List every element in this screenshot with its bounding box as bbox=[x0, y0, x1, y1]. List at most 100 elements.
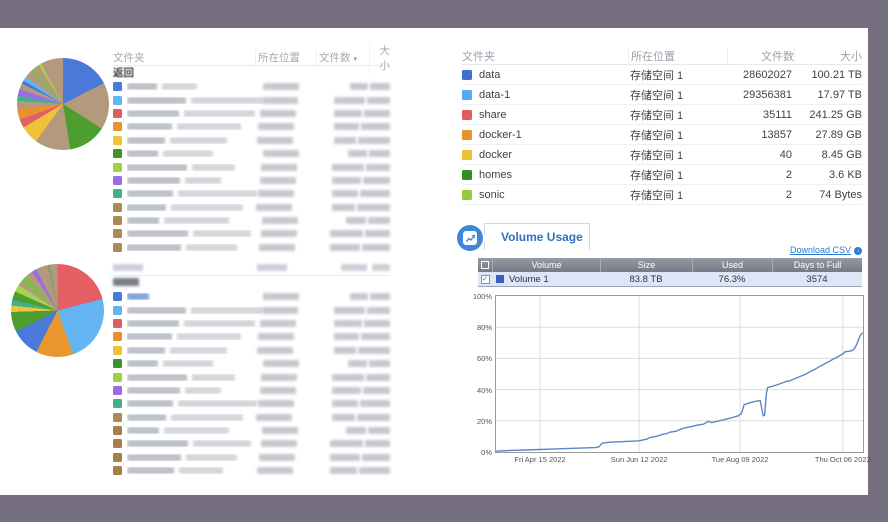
redacted-value bbox=[261, 373, 298, 381]
redacted-value bbox=[331, 176, 361, 184]
redacted-value bbox=[256, 346, 293, 354]
folder-location: 存储空间 1 bbox=[630, 149, 684, 162]
header-location[interactable]: 所在位置 bbox=[628, 48, 727, 64]
folder-color-swatch bbox=[113, 162, 122, 172]
folder-row[interactable]: homes 存储空间 1 2 3.6 KB bbox=[462, 165, 862, 185]
redacted-value bbox=[257, 400, 294, 408]
redacted-folder-row[interactable] bbox=[113, 174, 390, 187]
redacted-folder-row[interactable] bbox=[113, 357, 390, 370]
redacted-text bbox=[164, 217, 229, 225]
header-filecount[interactable]: 文件数 ▾ bbox=[316, 50, 369, 65]
folder-row[interactable]: docker-1 存储空间 1 13857 27.89 GB bbox=[462, 125, 862, 145]
volume-usage-chart: 0% 20% 40% 60% 80% 100% Fri Apr 15 2022 Sun Jun… bbox=[473, 292, 871, 464]
header-location[interactable]: 所在位置 bbox=[255, 50, 316, 65]
x-axis-tick: Thu Oct 06 2022 bbox=[814, 455, 871, 464]
redacted-folder-row[interactable] bbox=[113, 147, 390, 160]
redacted-value bbox=[369, 360, 390, 368]
redacted-text bbox=[191, 96, 262, 104]
folder-row[interactable]: data 存储空间 1 28602027 100.21 TB bbox=[462, 65, 862, 85]
redacted-value bbox=[334, 123, 360, 131]
redacted-value bbox=[257, 190, 294, 198]
redacted-rows-bottom bbox=[113, 290, 391, 477]
folder-table-header: 文件夹 所在位置 文件数 大小 bbox=[462, 48, 862, 65]
redacted-header-text bbox=[341, 263, 367, 271]
redacted-folder-row[interactable] bbox=[113, 107, 390, 120]
redacted-folder-row[interactable] bbox=[113, 120, 391, 133]
redacted-folder-row[interactable] bbox=[113, 451, 390, 464]
redacted-value bbox=[346, 217, 366, 225]
volume-row[interactable]: ✓ Volume 1 83.8 TB 76.3% 3574 bbox=[478, 272, 862, 287]
redacted-folder-row[interactable] bbox=[113, 464, 390, 477]
redacted-folder-row[interactable] bbox=[113, 303, 390, 316]
redacted-text bbox=[127, 333, 172, 341]
redacted-value bbox=[348, 150, 367, 158]
redacted-folder-row[interactable] bbox=[113, 160, 390, 173]
redacted-bold-text bbox=[113, 278, 139, 286]
folder-color-swatch bbox=[113, 189, 122, 199]
header-volume[interactable]: Volume bbox=[492, 258, 600, 272]
redacted-value bbox=[334, 96, 365, 104]
folder-row[interactable]: data-1 存储空间 1 29356381 17.97 TB bbox=[462, 85, 862, 105]
redacted-value bbox=[259, 386, 296, 394]
header-used[interactable]: Used bbox=[692, 258, 772, 272]
folder-location: 存储空间 1 bbox=[630, 89, 684, 102]
sort-arrow-icon: ▾ bbox=[353, 56, 358, 63]
redacted-value bbox=[360, 190, 391, 198]
volume-color-swatch bbox=[496, 275, 504, 283]
redacted-value bbox=[334, 346, 356, 354]
redacted-folder-row[interactable] bbox=[113, 437, 390, 450]
header-size[interactable]: 大小 bbox=[369, 42, 390, 73]
folder-filecount: 29356381 bbox=[743, 88, 792, 101]
redacted-folder-row[interactable] bbox=[113, 227, 390, 240]
download-icon[interactable]: ↓ bbox=[854, 246, 862, 255]
folder-color-swatch bbox=[113, 305, 122, 315]
redacted-folder-row[interactable] bbox=[113, 214, 390, 227]
volume-table: Volume Size Used Days to Full ✓ Volume 1… bbox=[478, 258, 862, 287]
header-size[interactable]: 大小 bbox=[794, 48, 862, 64]
redacted-folder-row[interactable] bbox=[113, 290, 390, 303]
redacted-value bbox=[360, 400, 391, 408]
redacted-folder-row[interactable] bbox=[113, 187, 391, 200]
download-csv-link[interactable]: Download CSV bbox=[789, 245, 851, 255]
header-folder[interactable]: 文件夹 bbox=[462, 51, 495, 63]
redacted-folder-row[interactable] bbox=[113, 201, 390, 214]
folder-row[interactable]: share 存储空间 1 35111 241.25 GB bbox=[462, 105, 862, 125]
redacted-folder-row[interactable] bbox=[113, 424, 390, 437]
folder-color-swatch bbox=[113, 242, 122, 252]
folder-row[interactable]: docker 存储空间 1 40 8.45 GB bbox=[462, 145, 862, 165]
volume-checkbox[interactable]: ✓ bbox=[480, 274, 490, 284]
redacted-folder-row[interactable] bbox=[113, 317, 390, 330]
redacted-text bbox=[127, 440, 188, 448]
redacted-text bbox=[163, 360, 213, 368]
redacted-value bbox=[258, 453, 295, 461]
redacted-value bbox=[359, 467, 390, 475]
redacted-header-text bbox=[372, 264, 390, 271]
redacted-folder-row[interactable] bbox=[113, 370, 390, 383]
redacted-folder-row[interactable] bbox=[113, 80, 390, 93]
redacted-value bbox=[261, 306, 298, 314]
folder-name: data-1 bbox=[479, 88, 511, 101]
redacted-value bbox=[334, 319, 362, 327]
header-size[interactable]: Size bbox=[600, 258, 692, 272]
redacted-folder-row[interactable] bbox=[113, 134, 390, 147]
redacted-folder-row[interactable] bbox=[113, 344, 390, 357]
volume-usage-title-tab[interactable]: Volume Usage bbox=[484, 223, 590, 250]
header-days-to-full[interactable]: Days to Full bbox=[772, 258, 862, 272]
folder-location: 存储空间 1 bbox=[630, 69, 684, 82]
folder-color-swatch bbox=[462, 109, 472, 120]
folder-row[interactable]: sonic 存储空间 1 2 74 Bytes bbox=[462, 185, 862, 205]
header-filecount[interactable]: 文件数 bbox=[727, 48, 794, 64]
redacted-folder-row[interactable] bbox=[113, 411, 390, 424]
redacted-value bbox=[262, 427, 299, 435]
redacted-value bbox=[361, 123, 391, 131]
redacted-folder-row[interactable] bbox=[113, 241, 390, 254]
select-all-checkbox[interactable] bbox=[481, 261, 489, 269]
redacted-folder-row[interactable] bbox=[113, 93, 390, 106]
redacted-folder-row[interactable] bbox=[113, 397, 391, 410]
redacted-folder-row[interactable] bbox=[113, 384, 390, 397]
back-row[interactable]: 返回 bbox=[113, 67, 134, 79]
redacted-back-row[interactable] bbox=[113, 276, 390, 290]
redacted-text bbox=[191, 306, 262, 314]
redacted-text bbox=[127, 190, 173, 198]
redacted-folder-row[interactable] bbox=[113, 330, 391, 343]
